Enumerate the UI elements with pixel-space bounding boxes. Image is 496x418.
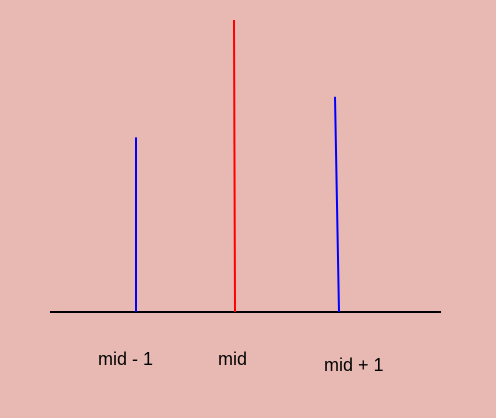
label-mid-plus-1: mid + 1 <box>324 355 384 375</box>
bar-mid-plus-1 <box>334 96 340 313</box>
bar-mid <box>233 19 236 313</box>
label-mid-minus-1: mid - 1 <box>98 349 154 369</box>
label-mid: mid <box>218 349 248 369</box>
